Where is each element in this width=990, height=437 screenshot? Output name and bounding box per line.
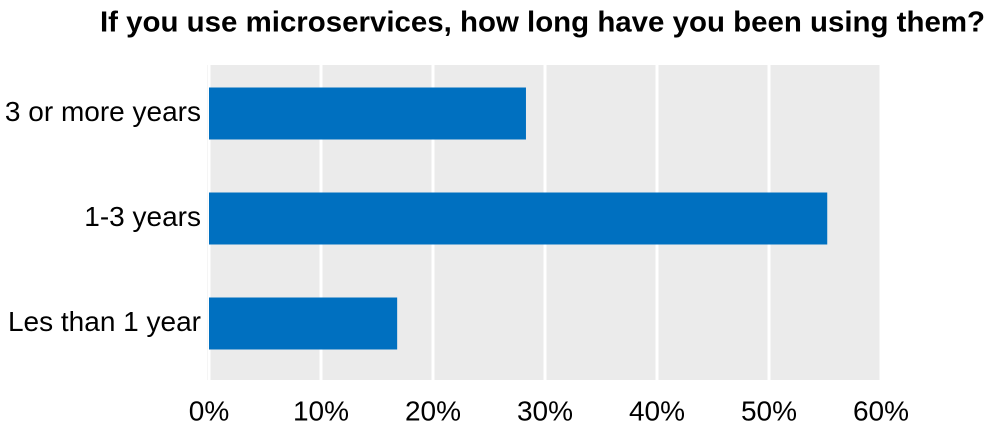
y-tick-label: Les than 1 year — [8, 306, 201, 337]
x-tick-label: 30% — [517, 395, 573, 426]
bar — [209, 192, 828, 245]
x-tick-label: 20% — [405, 395, 461, 426]
x-tick-label: 50% — [741, 395, 797, 426]
y-tick-label: 1-3 years — [84, 201, 201, 232]
bar — [209, 87, 526, 140]
x-tick-label: 0% — [189, 395, 229, 426]
x-tick-label: 60% — [853, 395, 909, 426]
x-tick-label: 10% — [293, 395, 349, 426]
y-tick-label: 3 or more years — [5, 96, 201, 127]
bar — [209, 297, 398, 350]
chart-title: If you use microservices, how long have … — [100, 7, 985, 39]
x-tick-label: 40% — [629, 395, 685, 426]
